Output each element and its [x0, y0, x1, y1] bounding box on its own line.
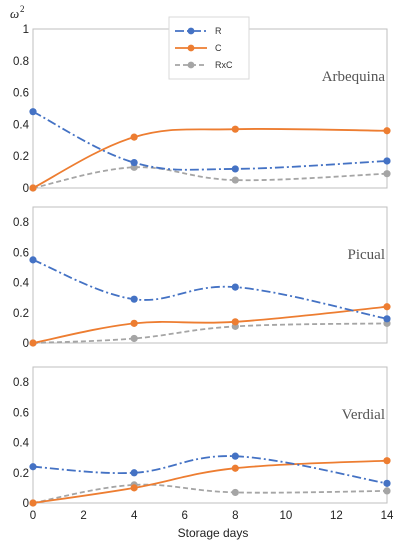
data-point-r: [231, 165, 239, 173]
y-axis-label: ω: [10, 6, 19, 21]
x-axis: 0 2 4 6 8 10 12 14: [30, 510, 394, 522]
series-line-rxc: [32, 166, 388, 189]
data-point-rxc: [231, 176, 239, 184]
panels-layer: 0 0.2 0.4 0.6 0.8 1 Arbequina 0 0.2 0.4 0.6 0.8 Picu…: [13, 24, 391, 510]
data-point-c: [130, 484, 138, 492]
series-line-rxc: [32, 483, 388, 504]
y-tick-label: 0.4: [13, 438, 30, 450]
data-point-rxc: [130, 334, 138, 343]
x-tick-label: 0: [30, 510, 36, 522]
y-tick-label: 0.6: [13, 407, 29, 419]
y-tick-label: 0: [23, 183, 29, 195]
y-tick-label: 0.2: [13, 151, 29, 163]
x-axis-label: Storage days: [178, 526, 249, 540]
data-point-r: [29, 108, 37, 116]
data-point-c: [29, 499, 37, 507]
data-point-c: [383, 127, 391, 135]
x-tick-label: 12: [330, 510, 343, 522]
y-tick-label: 0.4: [13, 119, 30, 131]
data-point-r: [130, 295, 138, 303]
series-line-r: [32, 259, 388, 320]
x-tick-label: 2: [80, 510, 86, 522]
data-point-c: [383, 303, 391, 311]
y-tick-label: 0.2: [13, 308, 29, 320]
data-point-c: [130, 133, 138, 141]
series-line-r: [32, 110, 388, 171]
legend-marker-c: [187, 44, 195, 52]
legend-label-r: R: [215, 26, 222, 36]
y-tick-label: 0: [23, 338, 29, 350]
legend: RC RxC: [168, 16, 250, 80]
y-tick-label: 0.8: [13, 56, 29, 68]
data-point-rxc: [383, 170, 391, 178]
data-point-rxc: [383, 487, 391, 495]
series-line-c: [32, 127, 388, 189]
data-point-r: [231, 283, 239, 291]
y-tick-label: 0.6: [13, 247, 29, 259]
data-point-r: [130, 158, 138, 167]
panel-label: Verdial: [342, 407, 385, 423]
panel-picual: 0 0.2 0.4 0.6 0.8 Picual: [13, 206, 391, 350]
x-tick-label: 10: [279, 510, 292, 522]
y-tick-label: 0.8: [13, 217, 29, 229]
series-line-c: [32, 459, 388, 504]
panel-frame: [32, 366, 388, 504]
data-point-rxc: [231, 488, 239, 497]
series-line-c: [32, 305, 388, 344]
x-tick-label: 14: [381, 510, 394, 522]
panel-label: Arbequina: [322, 69, 386, 85]
x-tick-label: 6: [182, 510, 188, 522]
panel-verdial: 0 0.2 0.4 0.6 0.8 Verdial: [13, 366, 391, 510]
data-point-r: [29, 463, 37, 471]
series-line-rxc: [32, 322, 388, 344]
series-line-r: [32, 455, 388, 485]
data-point-r: [231, 452, 239, 460]
data-point-c: [29, 339, 37, 347]
data-point-r: [130, 469, 138, 477]
panel-arbequina: 0 0.2 0.4 0.6 0.8 1 Arbequina: [13, 24, 391, 195]
x-tick-label: 4: [131, 510, 138, 522]
y-tick-label: 0.4: [13, 278, 30, 290]
legend-label-c: C: [215, 43, 222, 53]
data-point-c: [231, 125, 239, 133]
x-tick-label: 8: [232, 510, 238, 522]
data-point-c: [231, 318, 239, 326]
y-tick-label: 0.8: [13, 377, 29, 389]
data-point-c: [231, 464, 239, 472]
y-tick-label: 0: [23, 498, 29, 510]
panel-label: Picual: [348, 247, 386, 263]
legend-marker-rxc: [187, 61, 195, 69]
panel-frame: [32, 206, 388, 344]
y-tick-label: 0.2: [13, 468, 29, 480]
data-point-c: [383, 457, 391, 465]
y-tick-label: 1: [23, 24, 29, 36]
legend-label-rxc: RxC: [215, 60, 233, 70]
y-axis-label-superscript: 2: [20, 4, 25, 14]
data-point-c: [130, 319, 138, 327]
data-point-r: [29, 256, 37, 264]
legend-marker-r: [187, 27, 195, 35]
y-tick-label: 0.6: [13, 88, 29, 100]
data-point-c: [29, 184, 37, 192]
data-point-r: [383, 157, 391, 165]
data-point-r: [383, 479, 391, 487]
data-point-r: [383, 315, 391, 323]
